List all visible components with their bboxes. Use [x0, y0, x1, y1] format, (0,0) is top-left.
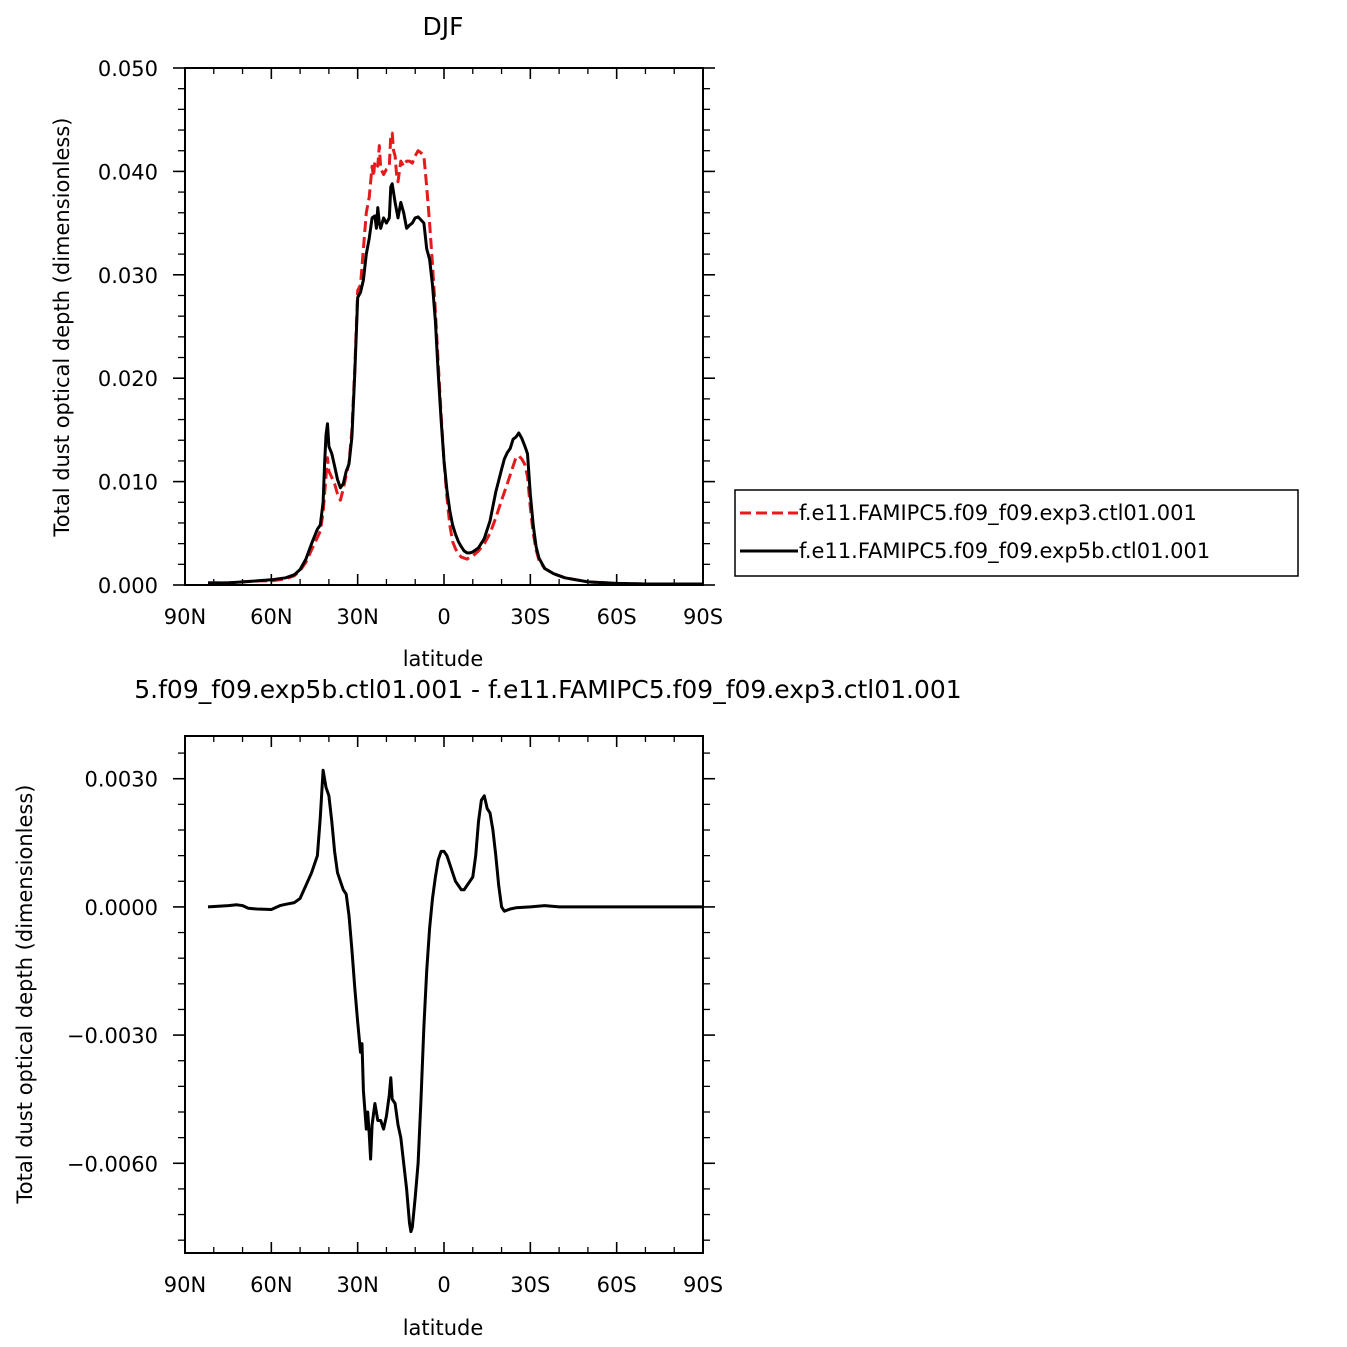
- x-tick-label: 0: [437, 1273, 450, 1297]
- top-chart-tick-labels: 90N 60N 30N 0 30S 60S 90S 0.000 0.010 0.020 0.030 0…: [98, 57, 723, 629]
- y-tick-label: −0.0030: [67, 1024, 158, 1048]
- x-tick-label: 90N: [164, 1273, 206, 1297]
- x-tick-label: 30S: [510, 1273, 550, 1297]
- x-tick-label: 90N: [164, 605, 206, 629]
- bottom-chart-series: [207, 768, 703, 1234]
- bottom-chart-title: 5.f09_f09.exp5b.ctl01.001 - f.e11.FAMIPC…: [134, 675, 961, 704]
- top-plot-frame: [184, 67, 704, 586]
- legend-label-exp3: f.e11.FAMIPC5.f09_f09.exp3.ctl01.001: [799, 501, 1197, 526]
- legend-label-exp5b: f.e11.FAMIPC5.f09_f09.exp5b.ctl01.001: [799, 539, 1210, 564]
- x-tick-label: 90S: [683, 605, 723, 629]
- x-tick-label: 30N: [336, 605, 378, 629]
- bottom-panel: 5.f09_f09.exp5b.ctl01.001 - f.e11.FAMIPC…: [13, 675, 962, 1340]
- top-panel: DJF 90N 60N 30N 0 30S 60S 90S 0.000 0.010 0.020 0.…: [50, 12, 1299, 671]
- series-line-1: [208, 131, 703, 586]
- y-tick-label: −0.0060: [67, 1152, 158, 1176]
- y-tick-label: 0.050: [98, 57, 158, 81]
- bottom-chart-ticks: [173, 736, 715, 1253]
- x-tick-label: 90S: [683, 1273, 723, 1297]
- y-tick-label: 0.030: [98, 264, 158, 288]
- y-tick-label: 0.0030: [85, 768, 158, 792]
- legend: f.e11.FAMIPC5.f09_f09.exp3.ctl01.001 f.e…: [734, 489, 1299, 577]
- bottom-plot-frame: [184, 735, 704, 1254]
- x-tick-label: 60N: [250, 605, 292, 629]
- x-tick-label: 60S: [597, 1273, 637, 1297]
- y-tick-label: 0.020: [98, 367, 158, 391]
- y-tick-label: 0.0000: [85, 896, 158, 920]
- x-tick-label: 60S: [597, 605, 637, 629]
- top-y-axis-label: Total dust optical depth (dimensionless): [50, 118, 74, 538]
- y-tick-label: 0.000: [98, 574, 158, 598]
- top-chart-ticks: [173, 67, 715, 586]
- bottom-chart-tick-labels: 90N 60N 30N 0 30S 60S 90S 0.0030 0.0000 −0.0030 −0…: [67, 768, 723, 1297]
- y-tick-label: 0.010: [98, 471, 158, 495]
- bottom-y-axis-label: Total dust optical depth (dimensionless): [13, 785, 37, 1205]
- bottom-x-axis-label: latitude: [403, 1316, 484, 1340]
- series-line-2: [208, 182, 703, 586]
- x-tick-label: 0: [437, 605, 450, 629]
- x-tick-label: 30N: [336, 1273, 378, 1297]
- top-chart-series: [208, 131, 703, 586]
- y-tick-label: 0.040: [98, 160, 158, 184]
- series-line-1: [207, 768, 703, 1234]
- top-chart-title: DJF: [422, 12, 463, 41]
- legend-box: [734, 489, 1299, 577]
- top-x-axis-label: latitude: [403, 647, 484, 671]
- x-tick-label: 60N: [250, 1273, 292, 1297]
- x-tick-label: 30S: [510, 605, 550, 629]
